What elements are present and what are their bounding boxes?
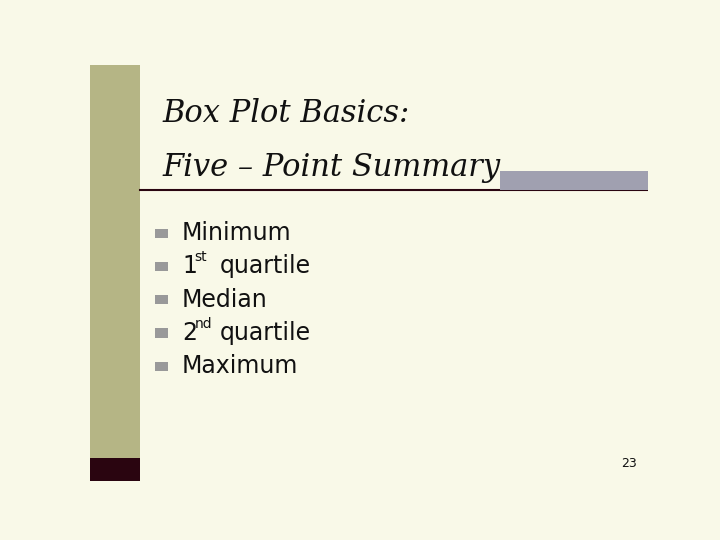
Text: Box Plot Basics:: Box Plot Basics: xyxy=(163,98,410,129)
Text: quartile: quartile xyxy=(220,254,310,279)
Bar xyxy=(90,65,140,481)
Text: quartile: quartile xyxy=(220,321,310,345)
Text: Maximum: Maximum xyxy=(182,354,299,378)
Bar xyxy=(156,328,168,338)
Text: Five – Point Summary: Five – Point Summary xyxy=(163,152,500,183)
Text: nd: nd xyxy=(194,317,212,331)
Text: Median: Median xyxy=(182,288,268,312)
Bar xyxy=(156,228,168,238)
Bar xyxy=(156,295,168,305)
Text: st: st xyxy=(194,251,207,264)
Text: Minimum: Minimum xyxy=(182,221,292,245)
Text: 1: 1 xyxy=(182,254,197,279)
Bar xyxy=(156,362,168,371)
Bar xyxy=(500,171,648,190)
Text: 23: 23 xyxy=(621,457,637,470)
Bar xyxy=(156,262,168,271)
Text: 2: 2 xyxy=(182,321,197,345)
Bar xyxy=(90,458,140,481)
